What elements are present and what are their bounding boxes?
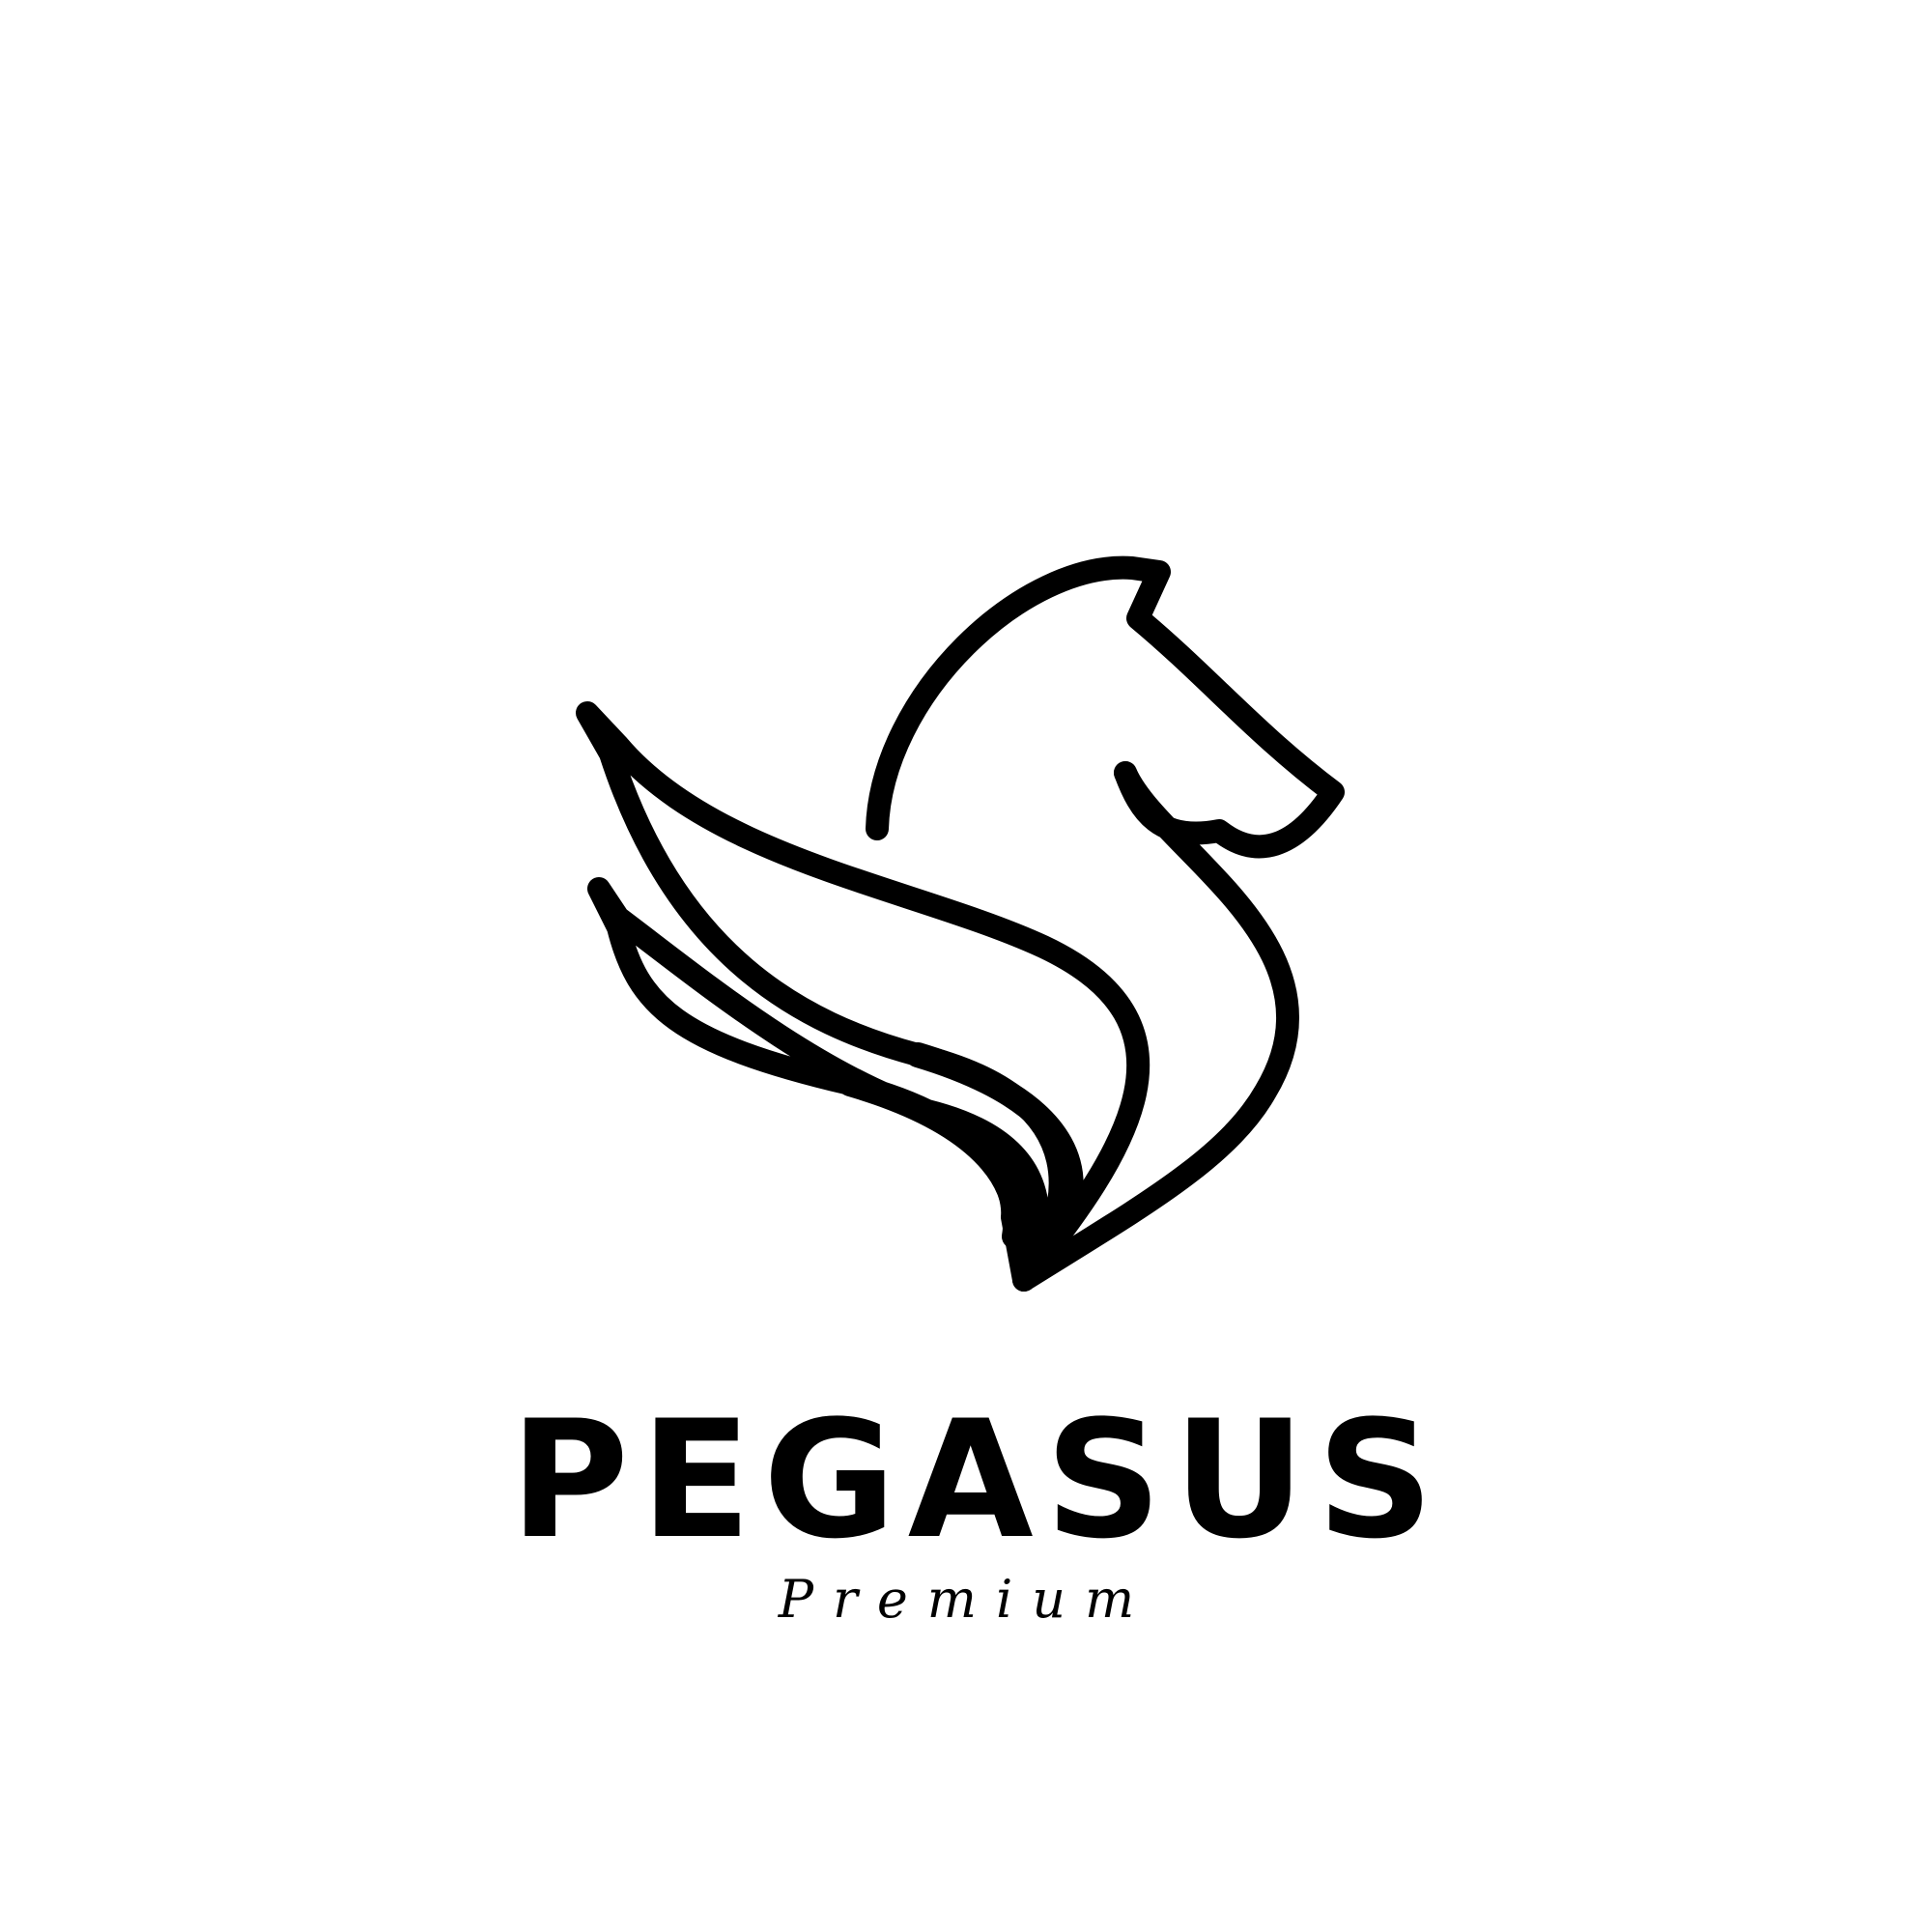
upper-wing-outline <box>576 701 1151 1292</box>
neck-outline <box>1012 761 1300 1292</box>
lower-wing-outline <box>587 877 1050 1292</box>
wing-feather-line <box>905 1042 1084 1268</box>
head-outline <box>866 555 1345 859</box>
wing-feather-line-lower <box>838 1071 1029 1249</box>
tagline: Premium <box>778 1569 1154 1630</box>
brand-name: PEGASUS <box>509 1385 1446 1575</box>
